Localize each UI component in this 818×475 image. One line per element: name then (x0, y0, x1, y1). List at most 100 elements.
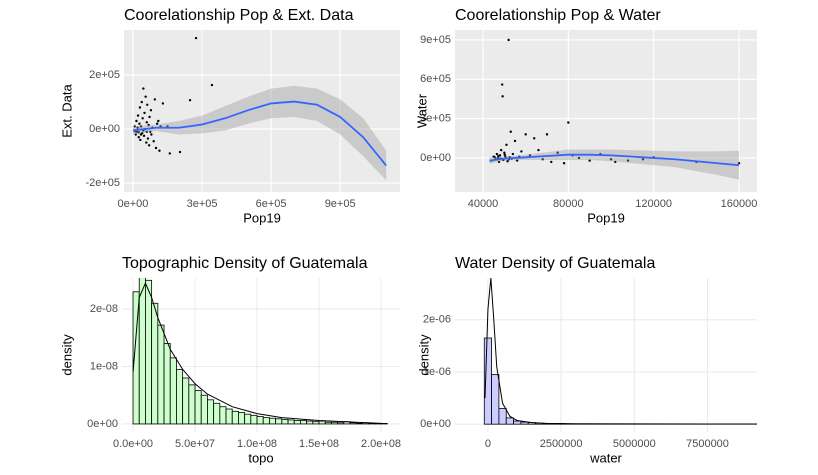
y-tick-label: 2e-06 (423, 314, 451, 326)
histogram-bar (312, 421, 320, 425)
y-tick-label: 2e-08 (90, 303, 118, 315)
point (504, 155, 507, 158)
point (641, 158, 645, 161)
y-axis-label: Ext. Data (59, 83, 74, 137)
histogram-bar (513, 420, 522, 425)
point (154, 146, 158, 150)
point (562, 162, 566, 165)
histogram-bar (331, 421, 339, 425)
density-curve (132, 281, 382, 424)
histogram-bar (231, 410, 239, 425)
histogram-bar (163, 343, 171, 425)
x-tick-label: 3e+05 (187, 198, 218, 210)
histogram-bar (188, 384, 196, 425)
histogram-bar (225, 408, 233, 425)
y-tick-label: 0e+00 (420, 418, 451, 430)
histogram-bar (498, 408, 507, 425)
plot-area (132, 36, 387, 181)
x-tick-label: 160000 (721, 198, 758, 210)
x-tick-label: 0 (485, 438, 491, 450)
histogram-bar (262, 417, 270, 425)
point (136, 126, 139, 129)
point (210, 83, 214, 87)
x-tick-label: 5000000 (613, 438, 656, 450)
x-tick-label: 2500000 (540, 438, 583, 450)
point (537, 148, 540, 152)
point (147, 123, 150, 127)
histogram-bar (138, 278, 146, 425)
histogram-bar (244, 413, 252, 425)
histogram-bar (256, 416, 264, 425)
point (515, 159, 519, 162)
histogram-bar (318, 420, 326, 425)
x-tick-label: 6e+05 (256, 198, 287, 210)
point (506, 160, 509, 163)
x-tick-label: 9e+05 (325, 198, 356, 210)
histogram-bar (275, 418, 283, 425)
point (139, 138, 142, 142)
x-tick-label: 5.0e+07 (175, 438, 215, 450)
chart-title: Coorelationship Pop & Water (455, 7, 661, 24)
chart-title: Coorelationship Pop & Ext. Data (124, 7, 354, 24)
histogram-bar (355, 422, 363, 425)
point (513, 139, 517, 143)
point (155, 122, 159, 125)
point (503, 151, 506, 154)
point (149, 108, 153, 112)
x-tick-label: 2.0e+08 (361, 438, 401, 450)
panel: 40000 80000 120000 160000 0e+00 3e+05 6e+05 9e+… (414, 7, 757, 225)
point (152, 140, 155, 143)
x-axis-label: water (589, 450, 622, 465)
point (499, 148, 503, 152)
point (148, 115, 151, 119)
x-axis-label: topo (248, 450, 273, 465)
x-tick-label: 80000 (553, 198, 584, 210)
panel-background (455, 30, 757, 192)
point (168, 152, 172, 155)
histogram-bar (169, 357, 177, 425)
point (505, 143, 508, 147)
y-tick-label: 9e+05 (420, 34, 451, 46)
histogram-bar (194, 390, 202, 425)
histogram-bar (269, 417, 277, 425)
point (178, 150, 182, 154)
x-tick-label: 0e+00 (118, 198, 149, 210)
y-tick-label: 1e-08 (90, 360, 118, 372)
point (137, 131, 140, 134)
confidence-band (132, 85, 387, 181)
x-axis-label: Pop19 (587, 210, 625, 225)
y-tick-label: 0e+00 (87, 418, 118, 430)
smooth-line (489, 153, 740, 167)
panel-background (124, 30, 400, 192)
x-axis-label: Pop19 (243, 210, 281, 225)
point (577, 156, 581, 160)
point (495, 152, 499, 156)
y-axis-label: density (59, 334, 74, 376)
point (626, 159, 630, 162)
point (614, 160, 617, 164)
panel: 0.0e+00 5.0e+07 1.0e+08 1.5e+08 2.0e+08 0e+00… (59, 255, 401, 465)
point (541, 158, 544, 161)
point (545, 133, 549, 136)
point (149, 130, 152, 133)
point (161, 102, 165, 105)
point (188, 99, 192, 102)
point (157, 119, 160, 123)
histogram-bar (324, 421, 332, 425)
y-tick-label: 0e+00 (89, 123, 120, 135)
point (556, 151, 559, 154)
x-tick-label: 7500000 (686, 438, 729, 450)
point (501, 95, 504, 98)
histogram-bar (491, 374, 500, 425)
x-tick-label: 1.0e+08 (237, 438, 277, 450)
point (501, 83, 504, 86)
point (147, 144, 151, 147)
point (142, 87, 145, 90)
point (135, 119, 138, 123)
histogram-bar (337, 422, 345, 425)
chart-title: Topographic Density of Guatemala (122, 255, 368, 272)
y-tick-label: 6e+05 (420, 73, 451, 85)
point (137, 135, 140, 139)
point (194, 36, 198, 40)
